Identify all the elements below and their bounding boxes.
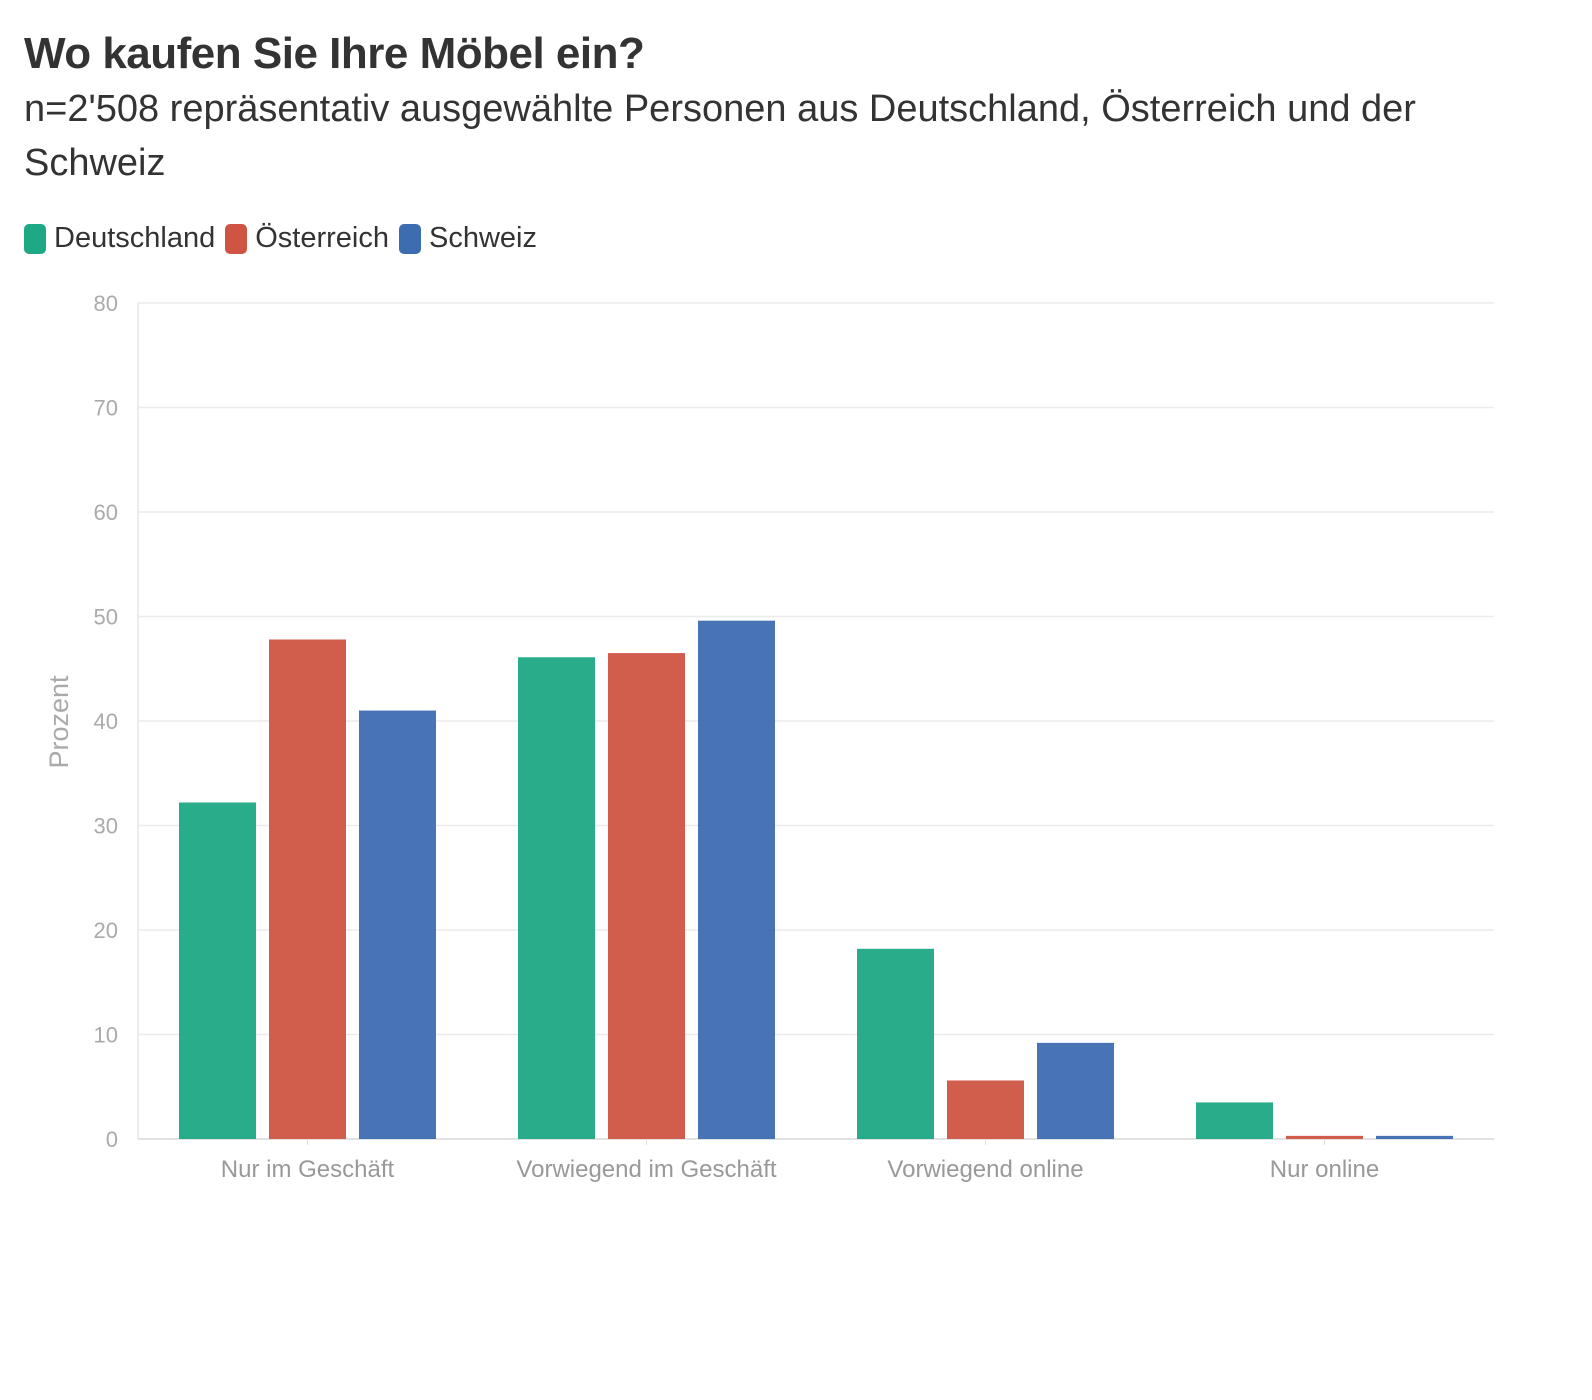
bar-deutschland-2[interactable]: [518, 657, 595, 1139]
y-tick-label: 0: [106, 1127, 118, 1152]
chart-header: Wo kaufen Sie Ihre Möbel ein? n=2'508 re…: [24, 26, 1544, 190]
bar-schweiz-1[interactable]: [359, 710, 436, 1139]
legend-swatch-schweiz: [398, 223, 421, 254]
legend-item-oesterreich[interactable]: Österreich: [225, 222, 389, 255]
legend-item-deutschland[interactable]: Deutschland: [24, 222, 215, 255]
bars: [179, 620, 1453, 1139]
bar-sterreich-2[interactable]: [608, 653, 685, 1139]
bar-deutschland-3[interactable]: [857, 948, 934, 1139]
chart-title: Wo kaufen Sie Ihre Möbel ein?: [24, 29, 645, 78]
bar-sterreich-1[interactable]: [269, 639, 346, 1139]
y-tick-label: 20: [94, 918, 118, 943]
y-tick-label: 40: [94, 709, 118, 734]
chart-legend: Deutschland Österreich Schweiz: [24, 222, 539, 255]
y-tick-label: 70: [94, 396, 118, 421]
x-category-labels: Nur im Geschäft Vorwiegend im Geschäft Vor…: [221, 1139, 1379, 1183]
bar-deutschland-1[interactable]: [179, 802, 256, 1139]
y-tick-labels: 0 10 20 30 40 50 60 70 80: [94, 291, 118, 1152]
bar-schweiz-4[interactable]: [1376, 1135, 1453, 1139]
chart-subtitle: n=2'508 repräsentativ ausgewählte Person…: [24, 88, 1416, 184]
bar-sterreich-3[interactable]: [947, 1080, 1024, 1139]
x-category-label: Vorwiegend im Geschäft: [516, 1156, 776, 1183]
y-tick-label: 50: [94, 605, 118, 630]
x-category-label: Nur online: [1270, 1156, 1379, 1183]
legend-swatch-oesterreich: [225, 223, 248, 254]
legend-label-deutschland: Deutschland: [54, 222, 216, 254]
legend-item-schweiz[interactable]: Schweiz: [398, 222, 537, 255]
y-tick-label: 10: [94, 1023, 118, 1048]
x-category-label: Vorwiegend online: [887, 1156, 1083, 1183]
y-tick-label: 30: [94, 814, 118, 839]
x-category-label: Nur im Geschäft: [221, 1156, 395, 1183]
bar-sterreich-4[interactable]: [1286, 1135, 1363, 1139]
bar-schweiz-3[interactable]: [1037, 1042, 1114, 1139]
bar-schweiz-2[interactable]: [698, 620, 775, 1139]
legend-label-schweiz: Schweiz: [428, 222, 537, 254]
y-tick-label: 60: [94, 500, 118, 525]
y-tick-label: 80: [94, 291, 118, 316]
legend-label-oesterreich: Österreich: [255, 222, 389, 254]
bar-deutschland-4[interactable]: [1196, 1102, 1273, 1139]
legend-swatch-deutschland: [24, 223, 46, 254]
y-axis-title: Prozent: [44, 675, 74, 769]
